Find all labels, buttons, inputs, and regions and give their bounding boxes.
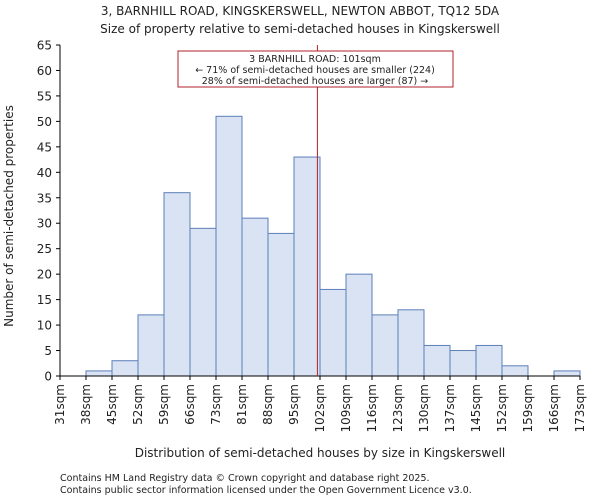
x-tick-label: 88sqm [261,384,275,425]
y-tick-label: 55 [37,89,52,103]
histogram-bar [397,309,425,377]
y-tick-label: 35 [37,191,52,205]
x-tick-label: 109sqm [339,384,353,432]
annotation-line-1: 3 BARNHILL ROAD: 101sqm [249,54,381,65]
y-tick-label: 65 [37,39,52,53]
histogram-bar [501,365,529,377]
x-axis-ticks: 31sqm 38sqm 45sqm 52sqm 59sqm 66sqm 73sqm 81sqm… [53,376,587,432]
y-tick-label: 40 [37,166,52,180]
x-tick-label: 123sqm [391,384,405,432]
y-tick-label: 15 [37,293,52,307]
x-tick-label: 66sqm [183,384,197,425]
x-axis-label: Distribution of semi-detached houses by … [135,446,506,460]
histogram-bar [449,350,477,377]
chart-subtitle: Size of property relative to semi-detach… [100,22,500,36]
y-tick-label: 5 [44,344,52,358]
y-tick-label: 50 [37,115,52,129]
y-tick-label: 20 [37,268,52,282]
x-tick-label: 173sqm [573,384,587,432]
x-tick-label: 137sqm [443,384,457,432]
chart-title: 3, BARNHILL ROAD, KINGSKERSWELL, NEWTON … [101,4,500,18]
x-tick-label: 31sqm [53,384,67,425]
histogram-bar [345,273,373,377]
y-tick-label: 60 [37,64,52,78]
x-tick-label: 95sqm [287,384,301,425]
annotation-line-3: 28% of semi-detached houses are larger (… [202,76,429,87]
x-tick-label: 166sqm [547,384,561,432]
histogram-bar [423,344,451,377]
histogram-bar [371,314,399,377]
x-tick-label: 152sqm [495,384,509,432]
histogram-bar [293,156,321,377]
y-axis-ticks: 0 5 10 15 20 25 30 35 40 45 50 55 60 65 [37,39,60,384]
y-tick-label: 30 [37,217,52,231]
histogram-bar [215,115,243,377]
histogram-bar [267,232,295,377]
x-tick-label: 59sqm [157,384,171,425]
x-tick-label: 130sqm [417,384,431,432]
histogram-bar [111,360,139,377]
histogram-bar [475,344,503,377]
histogram-bar [241,217,269,377]
x-tick-label: 145sqm [469,384,483,432]
y-axis-label: Number of semi-detached properties [2,105,16,327]
y-tick-label: 10 [37,319,52,333]
histogram-bar [553,370,581,377]
histogram-bar [137,314,165,377]
annotation-box: 3 BARNHILL ROAD: 101sqm ← 71% of semi-de… [177,50,454,88]
x-tick-label: 45sqm [105,384,119,425]
x-tick-label: 38sqm [79,384,93,425]
y-tick-label: 25 [37,242,52,256]
footer-line-2: Contains public sector information licen… [60,485,472,496]
x-tick-label: 73sqm [209,384,223,425]
x-tick-label: 81sqm [235,384,249,425]
bar-group [85,115,581,377]
annotation-line-2: ← 71% of semi-detached houses are smalle… [195,65,435,76]
histogram-bar [163,192,191,377]
histogram-bar [189,227,217,377]
histogram-bar [85,370,113,377]
x-tick-label: 159sqm [521,384,535,432]
histogram-bar [319,288,347,377]
x-tick-label: 116sqm [365,384,379,432]
x-tick-label: 52sqm [131,384,145,425]
x-tick-label: 102sqm [313,384,327,432]
footer-line-1: Contains HM Land Registry data © Crown c… [60,473,430,484]
y-tick-label: 45 [37,140,52,154]
y-tick-label: 0 [44,370,52,384]
